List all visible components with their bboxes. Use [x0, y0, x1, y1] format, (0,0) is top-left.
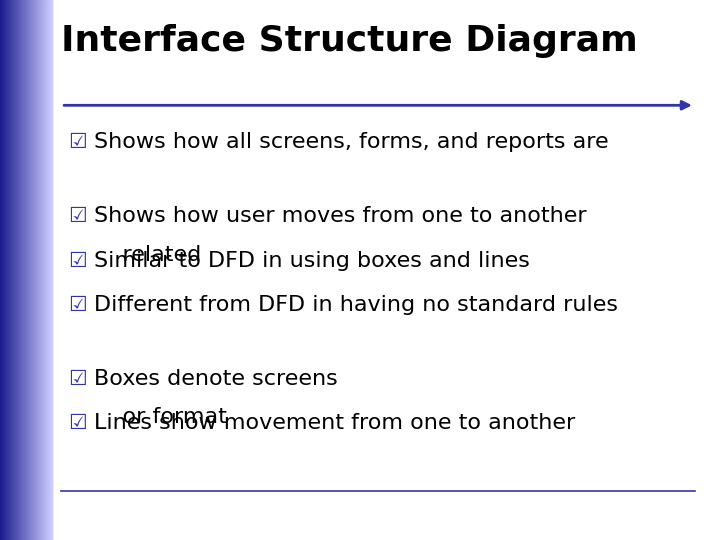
Text: Similar to DFD in using boxes and lines: Similar to DFD in using boxes and lines — [94, 251, 529, 271]
Text: ☑: ☑ — [68, 295, 87, 315]
Text: ☑: ☑ — [68, 369, 87, 389]
Text: related: related — [94, 245, 201, 265]
Text: Shows how user moves from one to another: Shows how user moves from one to another — [94, 206, 586, 226]
Text: or format: or format — [94, 407, 227, 427]
Text: ☑: ☑ — [68, 206, 87, 226]
Text: Shows how all screens, forms, and reports are: Shows how all screens, forms, and report… — [94, 132, 608, 152]
Text: Different from DFD in having no standard rules: Different from DFD in having no standard… — [94, 295, 618, 315]
Text: ☑: ☑ — [68, 413, 87, 433]
Text: ☑: ☑ — [68, 251, 87, 271]
Text: Interface Structure Diagram: Interface Structure Diagram — [61, 24, 638, 58]
Text: Boxes denote screens: Boxes denote screens — [94, 369, 338, 389]
Text: ☑: ☑ — [68, 132, 87, 152]
Text: Lines show movement from one to another: Lines show movement from one to another — [94, 413, 575, 433]
